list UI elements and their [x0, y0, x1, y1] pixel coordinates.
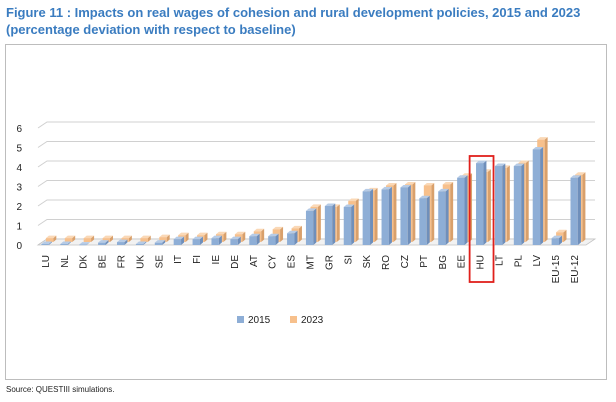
x-tick-label: LV — [532, 255, 543, 267]
legend-swatch-2023 — [290, 316, 297, 323]
bar-2015-uk — [135, 241, 147, 245]
x-tick-label: FI — [192, 255, 203, 264]
x-tick-label: GR — [324, 255, 335, 270]
bar-2015-ee — [457, 175, 468, 245]
x-tick-label: IT — [173, 255, 184, 264]
bar-2015-it — [173, 236, 185, 245]
bar-2015-nl — [60, 241, 71, 245]
x-tick-label: CZ — [400, 255, 411, 268]
bar-2015-cz — [400, 184, 411, 245]
bar-2015-es — [287, 230, 298, 245]
bar-2023-dk — [83, 235, 95, 242]
bar-2015-fr — [116, 239, 128, 245]
y-tick-label: 3 — [16, 183, 22, 194]
x-tick-label: IE — [211, 255, 222, 265]
x-tick-label: DE — [230, 255, 241, 269]
source-note: Source: QUESTIII simulations. — [6, 385, 115, 394]
x-tick-label: NL — [60, 255, 71, 268]
gridline — [37, 121, 595, 129]
x-tick-label: UK — [135, 255, 146, 269]
x-tick-label: DK — [79, 255, 90, 269]
bar-2015-eu-12 — [570, 175, 581, 245]
x-tick-label: PL — [513, 255, 524, 268]
bar-2023-se — [159, 234, 170, 242]
x-tick-label: EU-15 — [551, 255, 562, 284]
bar-2015-dk — [79, 242, 90, 246]
bar-2015-cy — [268, 233, 279, 245]
x-tick-label: LU — [41, 255, 52, 268]
bar-2015-se — [154, 240, 166, 245]
x-tick-label: EE — [457, 255, 468, 269]
bar-2023-uk — [140, 235, 151, 242]
x-tick-label: SK — [362, 255, 373, 269]
gridline — [37, 180, 595, 187]
bar-2023-be — [102, 235, 113, 242]
x-tick-label: CY — [268, 255, 279, 269]
bar-2015-bg — [438, 188, 449, 245]
figure-title: Figure 11 : Impacts on real wages of coh… — [6, 4, 610, 38]
bar-2015-si — [343, 204, 355, 245]
x-tick-label: BE — [98, 255, 109, 269]
gridline — [37, 141, 595, 148]
x-tick-label: FR — [117, 255, 128, 268]
bar-2015-gr — [324, 203, 336, 245]
y-tick-label: 5 — [16, 144, 22, 155]
x-tick-label: RO — [381, 255, 392, 270]
y-tick-label: 1 — [16, 222, 22, 233]
legend-label-2015: 2015 — [248, 315, 271, 326]
x-tick-label: AT — [249, 255, 260, 267]
x-tick-label: SI — [343, 255, 354, 264]
bar-2015-lu — [41, 241, 52, 245]
x-tick-label: HU — [476, 255, 487, 269]
bar-2015-fi — [192, 236, 203, 245]
x-tick-label: SE — [154, 255, 165, 269]
bar-2015-pt — [419, 195, 430, 245]
legend-label-2023: 2023 — [301, 315, 324, 326]
legend-swatch-2015 — [237, 316, 244, 323]
y-tick-label: 4 — [16, 163, 22, 174]
bar-2015-hu — [476, 160, 487, 245]
gridline — [37, 160, 595, 168]
bar-2023-nl — [64, 235, 76, 242]
bar-2015-pl — [513, 163, 525, 245]
y-tick-label: 0 — [16, 241, 22, 252]
y-tick-label: 2 — [16, 202, 22, 213]
bar-2015-lv — [532, 146, 544, 245]
highlight-box-hu — [468, 155, 495, 283]
bar-2023-lu — [45, 235, 57, 242]
bar-2015-mt — [305, 208, 317, 245]
x-tick-label: MT — [305, 255, 316, 269]
bar-2015-ie — [211, 235, 222, 245]
figure-title-line1: Figure 11 : Impacts on real wages of coh… — [6, 5, 581, 20]
bar-2015-ro — [381, 186, 392, 245]
bar-2015-eu-15 — [551, 235, 563, 245]
y-tick-label: 6 — [16, 124, 22, 135]
x-tick-label: LT — [494, 255, 505, 266]
x-tick-label: BG — [438, 255, 449, 270]
bar-2015-at — [249, 233, 260, 245]
x-tick-label: EU-12 — [570, 255, 581, 284]
x-tick-label: PT — [419, 255, 430, 268]
figure-title-line2: (percentage deviation with respect to ba… — [6, 22, 296, 37]
bar-2015-lt — [494, 163, 506, 245]
x-tick-label: ES — [287, 255, 298, 269]
bar-2015-be — [98, 240, 109, 245]
bar-2015-de — [230, 236, 241, 245]
bar-2015-sk — [362, 188, 374, 245]
